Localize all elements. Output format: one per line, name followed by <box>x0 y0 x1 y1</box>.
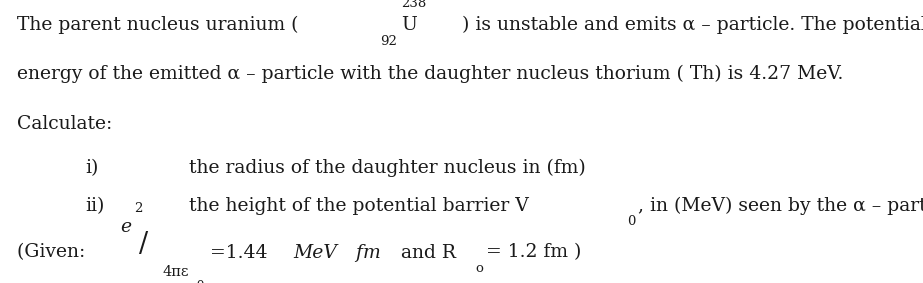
Text: o: o <box>197 277 203 283</box>
Text: and R: and R <box>389 244 456 261</box>
Text: ) is unstable and emits α – particle. The potential: ) is unstable and emits α – particle. Th… <box>462 16 923 34</box>
Text: 0: 0 <box>628 215 636 228</box>
Text: Calculate:: Calculate: <box>17 115 112 133</box>
Text: ii): ii) <box>85 197 104 215</box>
Text: the height of the potential barrier V: the height of the potential barrier V <box>189 197 529 215</box>
Text: 92: 92 <box>380 35 397 48</box>
Text: =1.44: =1.44 <box>204 244 273 261</box>
Text: i): i) <box>85 159 98 177</box>
Text: e: e <box>120 218 131 236</box>
Text: energy of the emitted α – particle with the daughter nucleus thorium ( Th) is 4.: energy of the emitted α – particle with … <box>17 65 843 83</box>
Text: fm: fm <box>350 244 380 261</box>
Text: /: / <box>139 231 148 258</box>
Text: the radius of the daughter nucleus in (fm): the radius of the daughter nucleus in (f… <box>189 158 586 177</box>
Text: , in (MeV) seen by the α – particle: , in (MeV) seen by the α – particle <box>639 197 923 215</box>
Text: o: o <box>475 262 484 275</box>
Text: = 1.2 fm ): = 1.2 fm ) <box>485 244 581 261</box>
Text: MeV: MeV <box>294 244 337 261</box>
Text: The parent nucleus uranium (: The parent nucleus uranium ( <box>17 16 298 34</box>
Text: U: U <box>402 16 424 34</box>
Text: (Given:: (Given: <box>17 244 97 261</box>
Text: 4πε: 4πε <box>162 265 188 279</box>
Text: 2: 2 <box>135 202 143 215</box>
Text: 238: 238 <box>402 0 426 10</box>
